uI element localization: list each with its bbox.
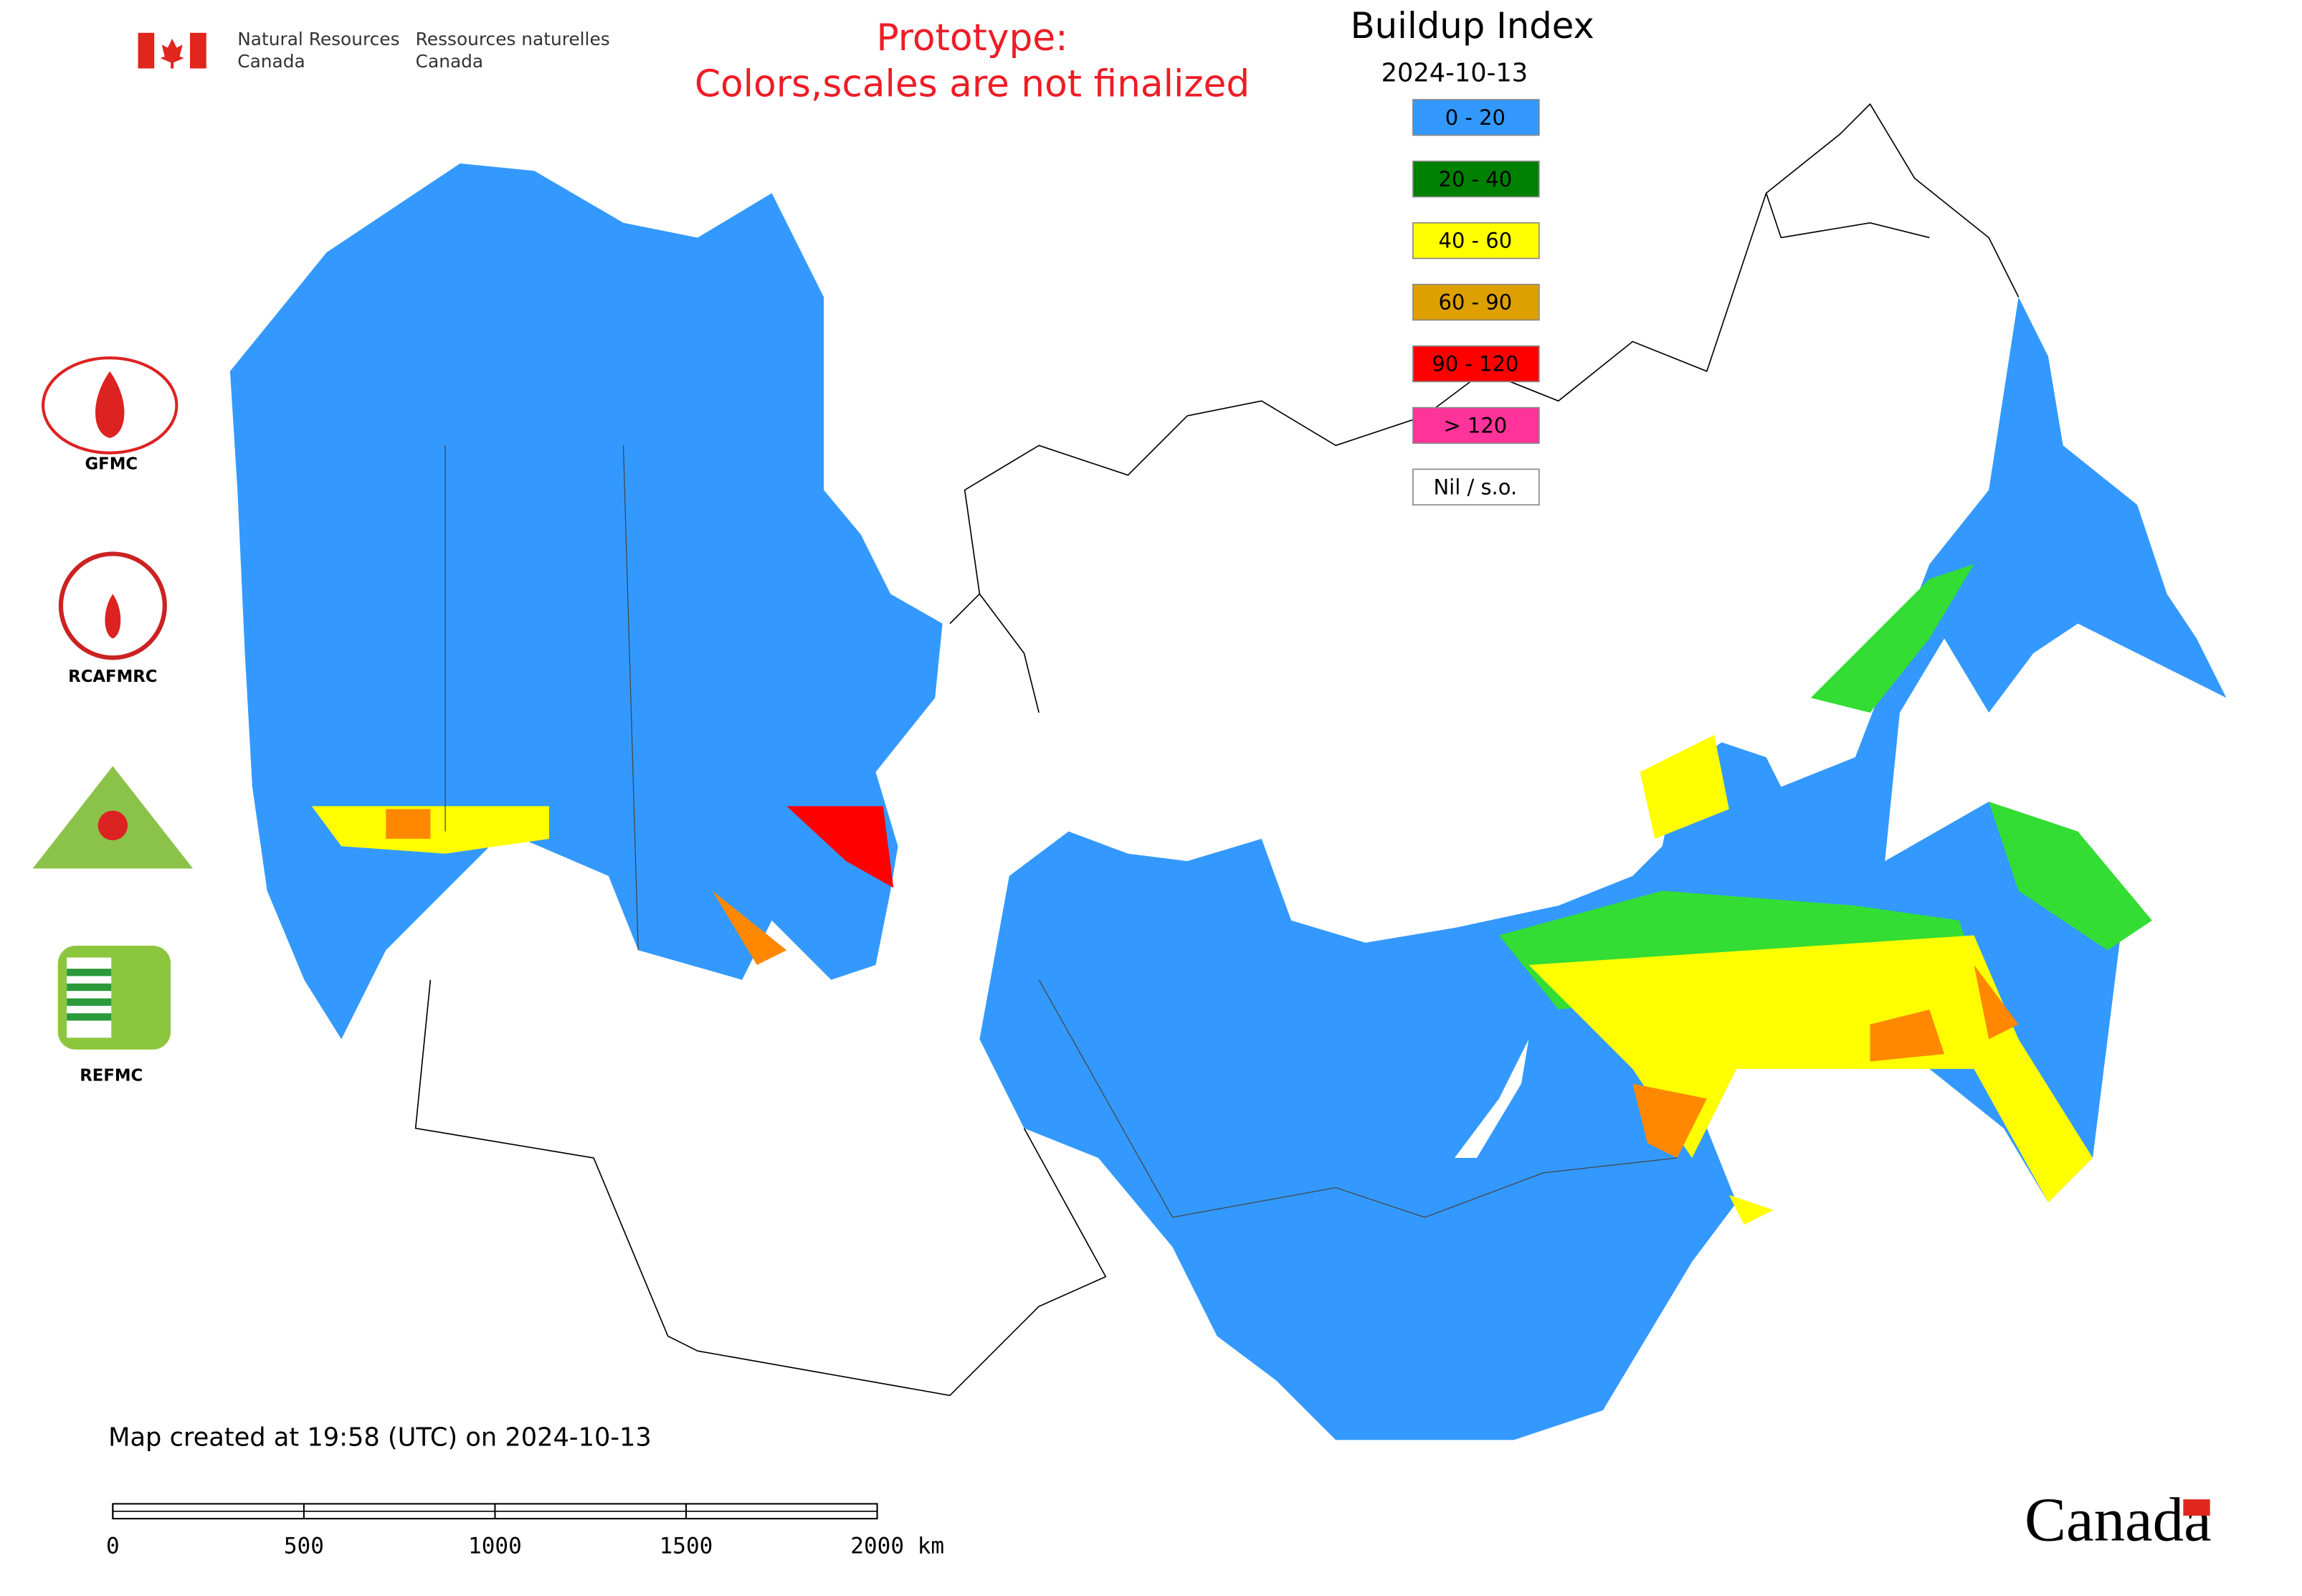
region-bui-90-120: [786, 806, 894, 888]
legend-swatch: [1412, 283, 1540, 321]
agency-en: Natural Resources: [237, 29, 399, 49]
scale-label: 500: [284, 1533, 324, 1559]
agency-en: Canada: [237, 51, 305, 72]
legend-title: Buildup Index: [1351, 5, 1594, 47]
legend-label: > 120: [1443, 413, 1507, 437]
region-bui-40-60: [311, 735, 2093, 1225]
region-bui-20-40: [1498, 564, 2152, 1010]
legend-date: 2024-10-13: [1381, 59, 1528, 88]
legend-swatch: [1412, 468, 1540, 505]
legend-label: 90 - 120: [1432, 352, 1518, 376]
flag-logo: [138, 32, 206, 69]
notice: Colors,scales are not finalized: [695, 62, 1250, 105]
logo-reefmc: [32, 766, 194, 869]
scale-label: 1500: [660, 1533, 713, 1559]
scale-label: 0: [106, 1533, 120, 1559]
border-line: [444, 445, 1678, 1218]
legend-label: 40 - 60: [1439, 229, 1513, 253]
legend-swatch: [1412, 161, 1540, 198]
agency-fr: Ressources naturelles: [416, 29, 610, 49]
created-note: Map created at 19:58 (UTC) on 2024-10-13: [108, 1422, 652, 1452]
legend-swatch: [1412, 99, 1540, 136]
logo-gfmc: [41, 356, 179, 455]
scale-label: 2000 km: [850, 1533, 944, 1559]
legend-label: 20 - 40: [1439, 167, 1513, 191]
wordmark-flag: [2183, 1499, 2210, 1516]
legend-label: Nil / s.o.: [1434, 475, 1518, 499]
logo-label: REFMC: [80, 1067, 143, 1086]
legend-label: 60 - 90: [1439, 290, 1513, 315]
region-bui-0-20: [979, 297, 2227, 1440]
notice: Prototype:: [876, 16, 1067, 60]
legend-swatch: [1412, 407, 1540, 445]
canada-wordmark: Canada: [2025, 1485, 2212, 1554]
legend-swatch: [1412, 345, 1540, 383]
logo-label: RCAFMRC: [68, 668, 157, 686]
legend: 0 - 20 20 - 40 40 - 60 60 - 90 90 - 120 > 120…: [1412, 99, 1540, 505]
logo-rcafmrc: [58, 551, 167, 660]
map: [229, 103, 2227, 1440]
agency-fr: Canada: [416, 51, 483, 72]
scale-label: 1000: [468, 1533, 522, 1559]
legend-swatch: [1412, 222, 1540, 260]
scale-bar: 0 500 1000 1500 2000 km: [106, 1503, 944, 1559]
legend-label: 0 - 20: [1445, 105, 1506, 130]
logo-label: GFMC: [85, 455, 138, 474]
logo-refmc: [57, 945, 171, 1050]
region-bui-0-20: [229, 163, 943, 1040]
